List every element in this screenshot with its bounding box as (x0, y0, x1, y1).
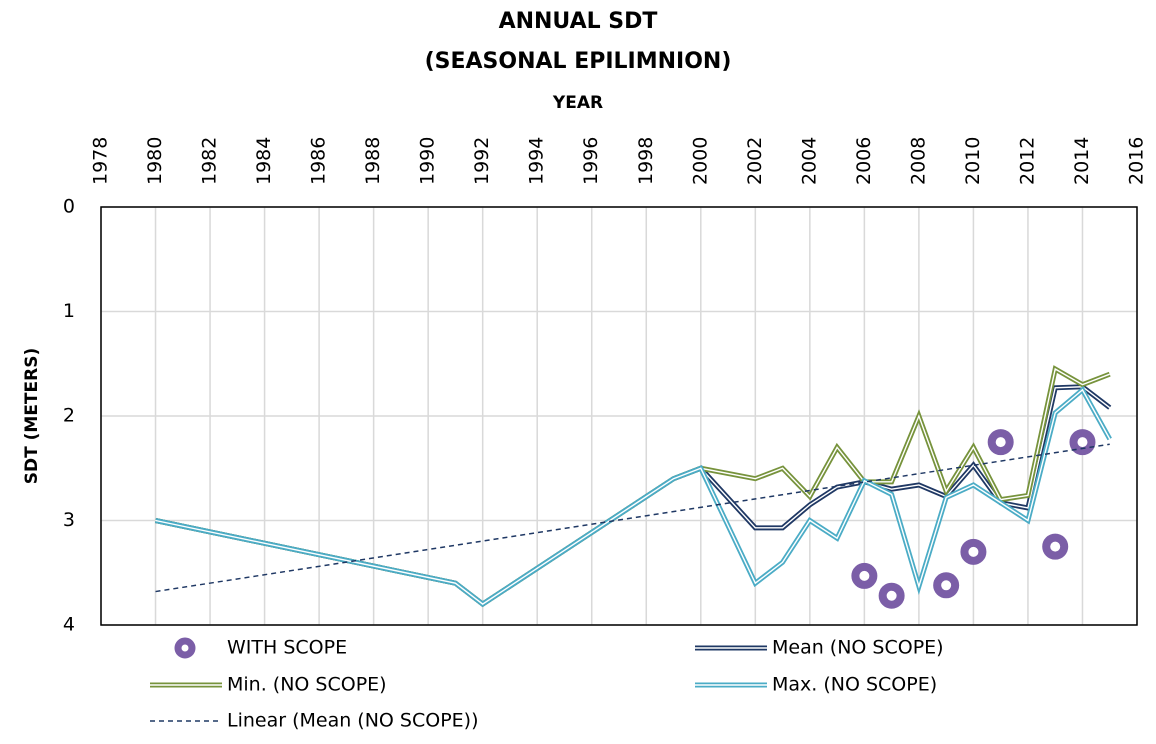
y-tick-label: 3 (63, 509, 75, 531)
line (155, 384, 1112, 608)
scatter-point (987, 429, 1014, 456)
x-tick-label: 1982 (199, 137, 221, 185)
chart-title: ANNUAL SDT (499, 9, 658, 34)
x-tick-label: 1980 (144, 137, 166, 185)
x-tick-label: 1996 (580, 137, 602, 185)
x-tick-label: 2014 (1071, 137, 1093, 185)
legend-label: WITH SCOPE (227, 637, 347, 659)
x-axis-label: YEAR (552, 93, 603, 113)
chart-title: (SEASONAL EPILIMNION) (425, 49, 732, 74)
line-inner (155, 388, 1111, 605)
x-tick-label: 2012 (1016, 137, 1038, 185)
x-tick-label: 2000 (689, 137, 711, 185)
scatter-point (1042, 533, 1069, 560)
x-tick-label: 1992 (471, 137, 493, 185)
x-tick-label: 1998 (635, 137, 657, 185)
x-tick-label: 1988 (362, 137, 384, 185)
scatter-point (933, 572, 960, 599)
legend-label: Min. (NO SCOPE) (227, 674, 387, 696)
y-tick-label: 4 (63, 614, 75, 636)
y-tick-label: 2 (63, 405, 75, 427)
x-tick-label: 1994 (526, 137, 548, 185)
line-inner (155, 386, 1111, 605)
scatter-point (1069, 429, 1096, 456)
y-axis-label: SDT (METERS) (22, 348, 42, 484)
x-tick-label: 2004 (798, 137, 820, 185)
scatter-point (960, 538, 987, 565)
line (155, 386, 1112, 608)
y-tick-label: 0 (63, 196, 75, 218)
x-tick-label: 2008 (907, 137, 929, 185)
x-tick-label: 1990 (417, 137, 439, 185)
trend-line (155, 443, 1110, 593)
x-tick-label: 2006 (853, 137, 875, 185)
x-tick-label: 1984 (253, 137, 275, 185)
legend-label: Mean (NO SCOPE) (772, 637, 944, 659)
x-tick-label: 2010 (962, 137, 984, 185)
scatter-point (851, 562, 878, 589)
legend-marker (174, 637, 196, 659)
plot-border (100, 206, 1138, 626)
scatter-point (878, 582, 905, 609)
legend-label: Max. (NO SCOPE) (772, 674, 937, 696)
x-tick-label: 2016 (1126, 137, 1148, 185)
x-tick-label: 2002 (744, 137, 766, 185)
y-tick-label: 1 (63, 300, 75, 322)
x-tick-label: 1986 (308, 137, 330, 185)
x-tick-label: 1978 (90, 137, 112, 185)
legend-label: Linear (Mean (NO SCOPE)) (227, 710, 479, 732)
